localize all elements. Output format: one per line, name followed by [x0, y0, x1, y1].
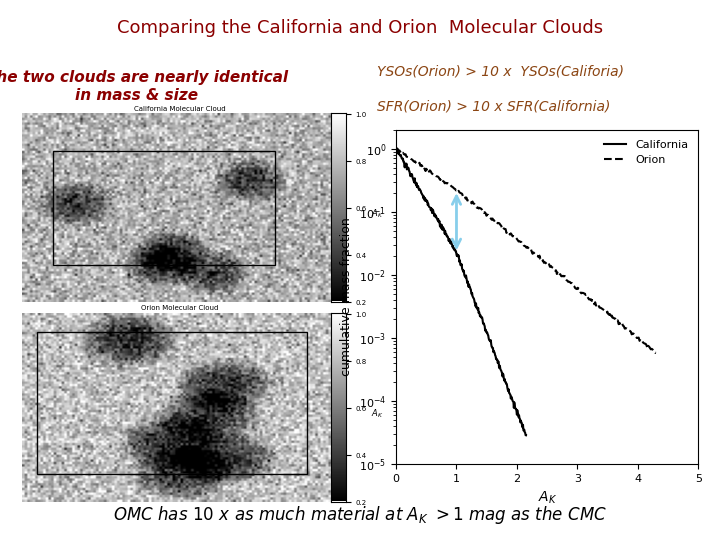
Bar	[37, 332, 307, 474]
Title: California Molecular Cloud: California Molecular Cloud	[134, 106, 226, 112]
Text: SFR(Orion) > 10 x SFR(California): SFR(Orion) > 10 x SFR(California)	[377, 100, 610, 114]
Orion	[392, 145, 401, 152]
Text: The two clouds are nearly identical
in mass & size: The two clouds are nearly identical in m…	[0, 70, 288, 103]
Bar	[53, 151, 275, 265]
Orion	[546, 262, 555, 269]
Orion	[552, 267, 560, 274]
California	[469, 295, 478, 301]
California	[501, 379, 510, 385]
Title: Orion Molecular Cloud: Orion Molecular Cloud	[141, 306, 219, 312]
Y-axis label: $A_K$: $A_K$	[372, 408, 384, 420]
Orion	[393, 147, 402, 153]
California	[392, 145, 400, 152]
Text: YSOs(Orion) > 10 x  YSOs(Califoria): YSOs(Orion) > 10 x YSOs(Califoria)	[377, 64, 624, 78]
Y-axis label: cumulative mass fraction: cumulative mass fraction	[341, 218, 354, 376]
California	[469, 294, 477, 300]
California	[392, 146, 401, 152]
Legend: California, Orion: California, Orion	[600, 135, 693, 170]
Line: California: California	[396, 148, 526, 435]
X-axis label: $A_K$: $A_K$	[538, 490, 557, 506]
Orion	[612, 317, 621, 323]
Orion	[629, 330, 637, 337]
Y-axis label: $A_K$: $A_K$	[372, 208, 384, 220]
Orion	[392, 146, 400, 153]
Line: Orion: Orion	[396, 148, 656, 353]
California	[522, 432, 531, 438]
Text: $\it{OMC\ has\ 10\ x\ as\ much\ material\ at\ A_K\ >1\ mag\ as\ the\ CMC}$: $\it{OMC\ has\ 10\ x\ as\ much\ material…	[113, 504, 607, 526]
Orion	[547, 264, 556, 271]
California	[472, 303, 480, 309]
California	[510, 404, 518, 411]
Orion	[652, 349, 660, 356]
Text: Comparing the California and Orion  Molecular Clouds: Comparing the California and Orion Molec…	[117, 19, 603, 37]
